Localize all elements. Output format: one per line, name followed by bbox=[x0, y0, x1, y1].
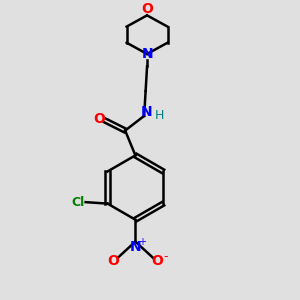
Text: O: O bbox=[94, 112, 105, 126]
Text: +: + bbox=[138, 237, 146, 247]
Text: N: N bbox=[141, 105, 152, 119]
Text: -: - bbox=[163, 250, 167, 263]
Text: O: O bbox=[152, 254, 163, 268]
Text: N: N bbox=[130, 240, 141, 254]
Text: O: O bbox=[141, 2, 153, 16]
Text: N: N bbox=[141, 47, 153, 61]
Text: O: O bbox=[107, 254, 119, 268]
Text: H: H bbox=[155, 110, 164, 122]
Text: Cl: Cl bbox=[72, 196, 85, 209]
